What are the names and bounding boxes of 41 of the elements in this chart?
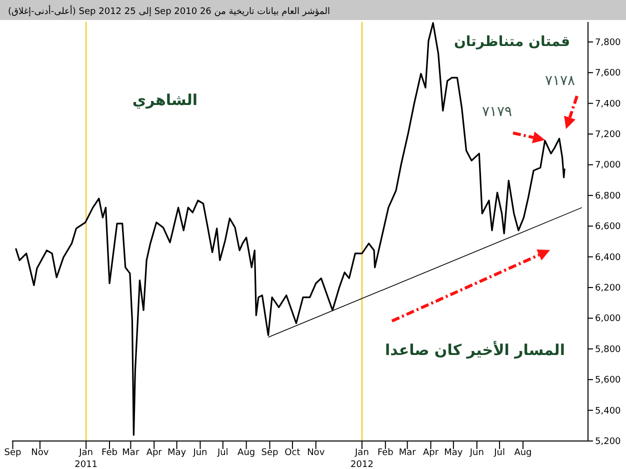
x-tick-label: Apr — [146, 448, 162, 458]
y-tick-label: 6,000 — [595, 314, 622, 324]
x-tick-label: May — [444, 448, 464, 458]
x-tick-label: Nov — [307, 448, 326, 458]
x-tick-label: Mar — [398, 448, 416, 458]
x-tick-label: Nov — [31, 448, 50, 458]
x-tick-label: May — [167, 448, 187, 458]
y-tick-label: 6,200 — [595, 284, 622, 294]
chart-title: المؤشر العام بيانات تاريخية من 26 Sep 2010 إلى 25 Sep 2012 (أعلى-أدنى-إغلاق) — [8, 5, 330, 17]
x-tick-label: Feb — [102, 448, 118, 458]
x-tick-label: Jan 2012 — [350, 448, 374, 469]
y-tick-label: 5,200 — [595, 437, 622, 447]
x-tick-label: Aug — [514, 448, 532, 458]
y-tick-label: 5,800 — [595, 344, 622, 355]
y-tick-label: 7,200 — [595, 130, 622, 140]
y-tick-label: 5,400 — [595, 406, 622, 416]
x-tick-label: Sep — [4, 448, 22, 458]
y-tick-label: 7,400 — [595, 99, 622, 110]
annotation: الشاهري — [132, 91, 198, 109]
x-tick-label: Jul — [216, 448, 228, 458]
x-tick-label: Jun — [192, 448, 208, 458]
x-tick-label: Sep — [261, 448, 279, 458]
x-tick-label: Apr — [422, 448, 439, 458]
x-tick-label: Mar — [122, 448, 140, 458]
annotation: ٧١٧٨ — [544, 73, 576, 89]
y-tick-label: 6,800 — [595, 191, 622, 202]
y-tick-label: 6,600 — [595, 222, 622, 232]
x-tick-label: Aug — [238, 448, 256, 458]
annotation: قمتان متناظرتان — [454, 34, 570, 50]
annotation: ٧١٧٩ — [482, 104, 512, 120]
x-tick-label: Jul — [493, 448, 505, 458]
x-tick-label: Feb — [377, 448, 394, 458]
y-tick-label: 7,600 — [595, 68, 622, 79]
x-tick-label: Oct — [284, 448, 301, 458]
x-tick-label: Jun — [468, 448, 484, 458]
y-tick-label: 7,000 — [595, 160, 622, 171]
y-tick-label: 5,600 — [595, 376, 622, 386]
y-tick-label: 6,400 — [595, 252, 622, 263]
x-tick-label: Jan 2011 — [74, 448, 98, 469]
y-tick-label: 7,800 — [595, 38, 622, 48]
annotation: المسار الأخير كان صاعدا — [385, 340, 565, 359]
